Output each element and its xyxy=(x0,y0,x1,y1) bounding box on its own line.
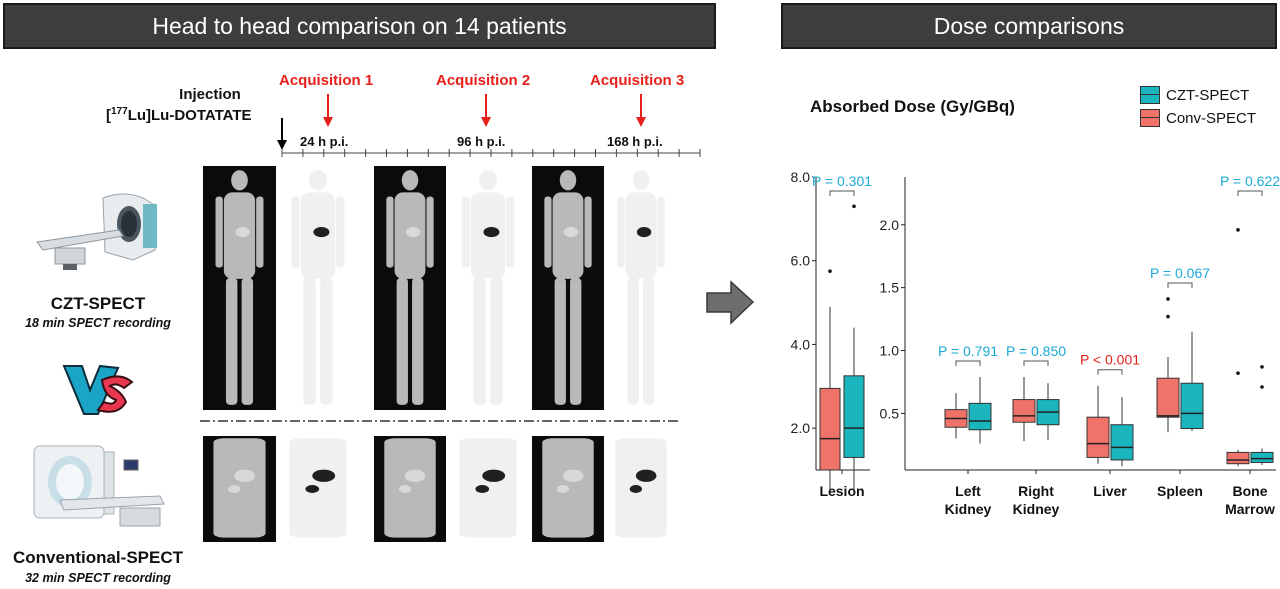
right-banner: Dose comparisons xyxy=(781,3,1277,49)
timeline xyxy=(277,94,701,157)
outlier-point xyxy=(1166,314,1170,319)
x-category-label: Lesion xyxy=(819,483,864,499)
czt-subtitle: 18 min SPECT recording xyxy=(25,316,171,330)
spect-scan-image xyxy=(448,166,528,410)
tracer-prefix: [ xyxy=(106,107,111,124)
box-czt-spect xyxy=(1110,424,1134,461)
outlier-point xyxy=(1260,385,1264,389)
y-tick-label: 0.5 xyxy=(880,405,900,421)
acquisition-1-time: 24 h p.i. xyxy=(300,134,349,149)
box-plot-chart: 2.0 4.0 6.0 8.0 Lesion P = 0.301 0.5 1.0 1.5 2.0 L… xyxy=(791,169,1280,517)
y-tick-label: 1.5 xyxy=(880,280,900,296)
outlier-point xyxy=(852,204,856,209)
conventional-subtitle: 32 min SPECT recording xyxy=(25,571,171,585)
ct-scan-image xyxy=(374,436,446,542)
ct-scan-image xyxy=(203,166,276,410)
legend-label-conv: Conv-SPECT xyxy=(1166,109,1257,127)
significance-bracket xyxy=(955,360,981,366)
box-conv-spect xyxy=(1012,399,1036,423)
y-tick-label: 2.0 xyxy=(791,420,811,436)
spect-scan-image xyxy=(278,436,358,542)
y-tick-label: 6.0 xyxy=(791,253,811,269)
legend-item-conv: Conv-SPECT xyxy=(1140,109,1256,127)
x-category-label: Spleen xyxy=(1157,483,1203,499)
flow-arrow-icon xyxy=(706,280,755,325)
tracer-superscript: 177 xyxy=(111,106,128,117)
legend-item-czt: CZT-SPECT xyxy=(1140,86,1256,104)
box-czt-spect xyxy=(968,402,992,431)
outlier-point xyxy=(1236,371,1240,375)
acquisition-2-label: Acquisition 2 xyxy=(436,72,531,89)
acquisition-3-time: 168 h p.i. xyxy=(607,134,663,149)
p-value-label: P = 0.301 xyxy=(812,173,872,189)
right-banner-text: Dose comparisons xyxy=(933,12,1125,39)
y-tick-label: 4.0 xyxy=(791,336,811,352)
conventional-scanner-image xyxy=(33,445,165,527)
acquisition-1-label: Acquisition 1 xyxy=(279,72,374,89)
x-category-label: Kidney xyxy=(945,501,992,517)
y-tick-label: 1.0 xyxy=(880,343,900,359)
spect-scan-image xyxy=(605,166,677,410)
legend-swatch-czt xyxy=(1140,86,1160,104)
x-category-label: Left xyxy=(955,483,981,499)
box-czt-spect xyxy=(1250,451,1274,463)
y-tick-label: 2.0 xyxy=(880,217,900,233)
x-category-label: Marrow xyxy=(1225,501,1275,517)
czt-title: CZT-SPECT xyxy=(50,294,146,313)
outlier-point xyxy=(1260,365,1264,369)
ct-scan-image xyxy=(532,436,604,542)
acquisition-3-arrow-head xyxy=(636,117,646,127)
injection-arrow-head xyxy=(277,140,287,150)
x-category-label: Bone xyxy=(1233,483,1268,499)
significance-bracket xyxy=(1023,360,1049,366)
significance-bracket xyxy=(1167,282,1193,288)
x-category-label: Right xyxy=(1018,483,1054,499)
spect-scan-image xyxy=(278,166,358,410)
outlier-point xyxy=(828,269,832,273)
czt-scanner-image xyxy=(36,193,157,270)
y-tick-label: 8.0 xyxy=(791,169,811,185)
vs-logo: VS xyxy=(60,360,134,415)
acquisition-3-label: Acquisition 3 xyxy=(590,72,685,89)
tracer-label: [177Lu]Lu-DOTATATE xyxy=(106,106,276,124)
significance-bracket xyxy=(1097,369,1123,375)
chart-title: Absorbed Dose (Gy/GBq) xyxy=(810,97,1015,116)
box-conv-spect xyxy=(1086,416,1110,458)
acquisition-2-time: 96 h p.i. xyxy=(457,134,506,149)
p-value-label: P < 0.001 xyxy=(1080,352,1140,368)
ct-scan-image xyxy=(203,436,276,542)
p-value-label: P = 0.067 xyxy=(1150,265,1210,281)
box-czt-spect xyxy=(1180,382,1204,430)
conventional-title: Conventional-SPECT xyxy=(12,548,183,567)
significance-bracket xyxy=(829,190,855,196)
box-conv-spect xyxy=(819,387,841,471)
spect-scan-image xyxy=(605,436,677,542)
tracer-suffix: Lu]Lu-DOTATATE xyxy=(127,107,252,124)
legend: CZT-SPECT Conv-SPECT xyxy=(1140,86,1256,127)
box-conv-spect xyxy=(1156,377,1180,418)
left-banner: Head to head comparison on 14 patients xyxy=(3,3,716,49)
outlier-point xyxy=(1166,297,1170,301)
p-value-label: P = 0.850 xyxy=(1006,343,1066,359)
ct-scan-image xyxy=(532,166,604,410)
box-conv-spect xyxy=(1226,451,1250,465)
p-value-label: P = 0.622 xyxy=(1220,173,1280,189)
legend-swatch-conv xyxy=(1140,109,1160,127)
spect-scan-image xyxy=(448,436,528,542)
left-banner-text: Head to head comparison on 14 patients xyxy=(152,12,567,39)
significance-bracket xyxy=(1237,190,1263,196)
legend-label-czt: CZT-SPECT xyxy=(1166,86,1250,104)
box-czt-spect xyxy=(843,375,865,458)
acquisition-1-arrow-head xyxy=(323,117,333,127)
vs-text: VS xyxy=(60,360,62,361)
x-category-label: Liver xyxy=(1093,483,1127,499)
p-value-label: P = 0.791 xyxy=(938,343,998,359)
x-category-label: Kidney xyxy=(1013,501,1060,517)
timeline-ticks xyxy=(281,149,701,157)
injection-label: Injection xyxy=(179,86,241,103)
acquisition-2-arrow-head xyxy=(481,117,491,127)
ct-scan-image xyxy=(374,166,446,410)
outlier-point xyxy=(1236,228,1240,232)
dashed-separator xyxy=(200,420,680,422)
